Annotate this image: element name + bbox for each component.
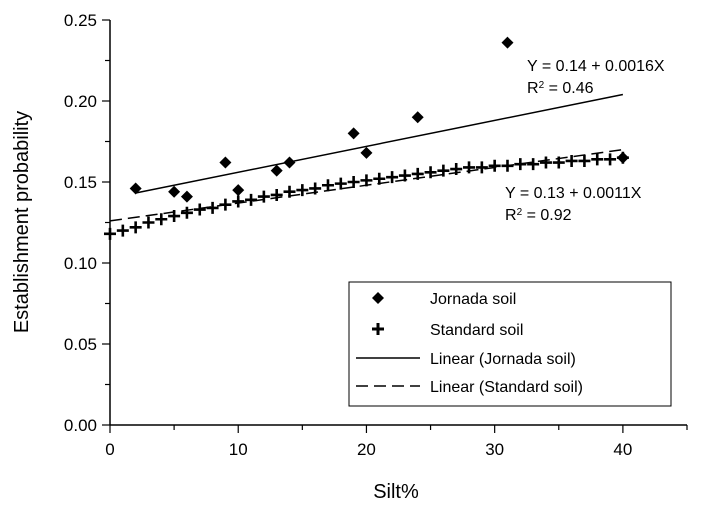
standard-soil-point <box>283 185 296 198</box>
standard-soil-point <box>373 172 386 185</box>
legend-plus-marker <box>372 323 384 335</box>
jornada-soil-point <box>411 111 424 124</box>
y-tick-label: 0.25 <box>64 11 97 30</box>
standard-soil-point <box>527 158 540 171</box>
standard-soil-point <box>450 163 463 176</box>
x-tick-label: 10 <box>229 440 248 459</box>
legend-item-linear-standard: Linear (Standard soil) <box>356 379 583 396</box>
standard-soil-point <box>116 224 129 237</box>
standard-soil-point <box>398 169 411 182</box>
standard-soil-point <box>270 188 283 201</box>
legend-item-standard-soil: Standard soil <box>372 322 523 339</box>
jornada-soil-point <box>347 127 360 140</box>
standard-soil-point <box>347 176 360 188</box>
x-tick-label: 30 <box>485 440 504 459</box>
y-tick-label: 0.10 <box>64 254 97 273</box>
standard-soil-point <box>104 227 116 240</box>
standard-soil-point <box>257 190 270 203</box>
jornada-soil-point <box>232 184 245 197</box>
standard-soil-point <box>463 161 476 174</box>
jornada-soil-point <box>501 36 514 49</box>
standard-soil-point <box>180 206 193 219</box>
annotation-standard-r2: R2 = 0.92 <box>505 207 572 225</box>
standard-soil-point <box>321 179 334 192</box>
y-tick-label: 0.15 <box>64 173 97 192</box>
y-tick-label: 0.20 <box>64 92 97 111</box>
standard-soil-point <box>475 161 488 174</box>
standard-soil-point <box>219 198 232 211</box>
legend-item-jornada-soil: Jornada soil <box>372 291 516 308</box>
standard-soil-point <box>437 164 450 177</box>
standard-soil-point <box>552 156 565 169</box>
standard-soil-point <box>616 151 629 164</box>
standard-soil-point <box>424 166 437 179</box>
standard-soil-point <box>168 210 181 223</box>
legend-label-linear-standard: Linear (Standard soil) <box>430 379 583 396</box>
standard-soil-point <box>245 193 258 206</box>
standard-soil-point <box>155 213 168 226</box>
jornada-soil-point <box>270 164 283 177</box>
trendline-jornada-soil <box>135 93 624 194</box>
legend-label-linear-jornada: Linear (Jornada soil) <box>430 351 576 368</box>
standard-soil-point <box>334 177 347 190</box>
x-tick-label: 20 <box>357 440 376 459</box>
standard-soil-point <box>591 153 604 166</box>
ticks: 0 10 20 30 40 0.00 0.05 0.10 0.15 0.20 0.25 <box>64 11 688 459</box>
standard-soil-point <box>539 156 552 169</box>
y-tick-label: 0.05 <box>64 335 97 354</box>
standard-soil-point <box>565 154 578 167</box>
standard-soil-point <box>604 153 617 166</box>
standard-soil-point <box>488 159 501 172</box>
standard-soil-point <box>142 216 155 229</box>
legend: Jornada soil Standard soil Linear (Jorna… <box>348 281 672 407</box>
standard-soil-point <box>232 195 245 208</box>
standard-soil-point <box>129 221 142 234</box>
legend-diamond-marker <box>372 292 384 304</box>
annotation-jornada-equation: Y = 0.14 + 0.0016X <box>527 58 665 75</box>
standard-soil-point <box>309 182 322 195</box>
jornada-soil-point <box>219 156 232 169</box>
data-points <box>104 36 629 240</box>
standard-soil-point <box>514 158 527 171</box>
jornada-soil-point <box>283 156 296 169</box>
annotation-standard: Y = 0.13 + 0.0011X R2 = 0.92 <box>505 185 642 224</box>
standard-soil-point <box>206 201 219 214</box>
standard-soil-point <box>501 159 514 172</box>
standard-soil-point <box>360 174 373 187</box>
x-tick-label: 0 <box>105 440 114 459</box>
standard-soil-point <box>411 167 424 180</box>
legend-label-jornada-soil: Jornada soil <box>430 291 516 308</box>
x-axis-title: Silt% <box>373 481 419 503</box>
x-tick-label: 40 <box>613 440 632 459</box>
annotation-jornada-r2: R2 = 0.46 <box>527 80 594 98</box>
legend-label-standard-soil: Standard soil <box>430 322 523 339</box>
jornada-soil-point <box>180 190 193 203</box>
standard-soil-point <box>193 203 206 216</box>
jornada-soil-point <box>360 146 373 159</box>
standard-soil-point <box>386 171 399 184</box>
standard-soil-point <box>296 184 309 197</box>
y-tick-label: 0.00 <box>64 416 97 435</box>
legend-item-linear-jornada: Linear (Jornada soil) <box>356 351 576 368</box>
annotation-jornada: Y = 0.14 + 0.0016X R2 = 0.46 <box>527 58 665 97</box>
jornada-soil-point <box>168 185 181 198</box>
y-axis-title: Establishment probability <box>11 111 33 333</box>
annotation-standard-equation: Y = 0.13 + 0.0011X <box>505 185 642 202</box>
standard-soil-point <box>578 154 591 167</box>
jornada-soil-point <box>129 182 142 195</box>
